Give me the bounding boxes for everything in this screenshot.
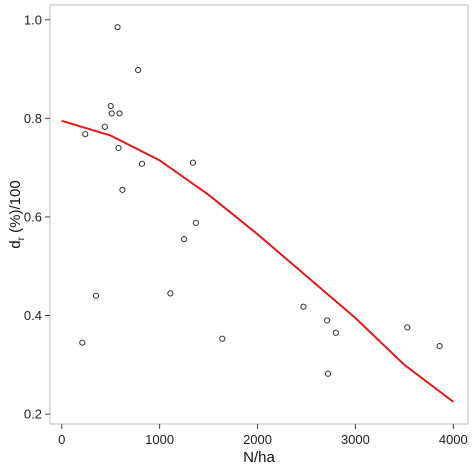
data-point xyxy=(114,24,121,31)
data-point xyxy=(79,339,86,346)
y-axis-title: dr (%)/100 xyxy=(7,180,27,248)
x-tick-label: 3000 xyxy=(341,432,370,447)
y-axis-title-rest: (%)/100 xyxy=(7,180,24,237)
y-tick-label: 1.0 xyxy=(24,12,42,27)
x-tick-label: 2000 xyxy=(243,432,272,447)
y-axis: 0.2 0.4 0.6 0.8 1.0 xyxy=(24,12,50,422)
data-point xyxy=(116,110,123,117)
data-point xyxy=(138,160,146,167)
plot-frame xyxy=(49,4,469,425)
data-point xyxy=(101,123,108,130)
data-point xyxy=(404,324,411,331)
data-point xyxy=(189,159,197,166)
data-point xyxy=(192,219,199,226)
data-points xyxy=(79,24,443,377)
x-axis: 0 1000 2000 3000 4000 xyxy=(58,424,468,447)
data-point xyxy=(108,110,115,117)
y-tick-label: 0.4 xyxy=(24,308,42,323)
y-axis-title-main: d xyxy=(7,240,24,248)
data-point xyxy=(332,329,339,336)
x-tick-label: 0 xyxy=(58,432,65,447)
data-point xyxy=(181,236,188,243)
y-tick-label: 0.6 xyxy=(24,209,42,224)
y-axis-title-subscript: r xyxy=(16,236,27,240)
data-point xyxy=(300,303,307,310)
data-point xyxy=(92,292,100,299)
data-point xyxy=(119,186,126,193)
data-point xyxy=(167,290,174,297)
y-tick-label: 0.8 xyxy=(24,111,42,126)
data-point xyxy=(324,370,332,377)
x-tick-label: 1000 xyxy=(145,432,174,447)
data-point xyxy=(82,131,89,138)
fit-curve-line xyxy=(61,119,454,403)
x-axis-title: N/ha xyxy=(243,449,275,466)
data-point xyxy=(323,317,331,324)
y-tick-label: 0.2 xyxy=(24,407,42,422)
data-point xyxy=(219,335,226,342)
data-point xyxy=(135,66,142,74)
data-point xyxy=(115,144,122,152)
x-tick-label: 4000 xyxy=(439,432,468,447)
data-point xyxy=(107,102,114,110)
data-point xyxy=(436,343,443,350)
